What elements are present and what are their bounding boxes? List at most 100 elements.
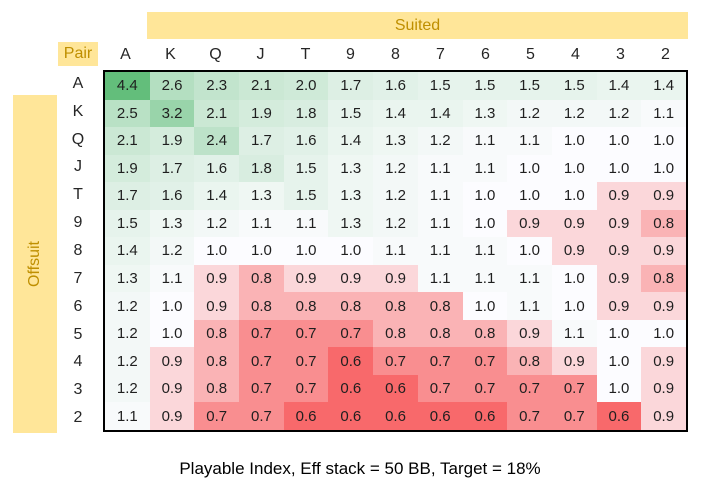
heatmap-cell-65: 1.1: [507, 292, 552, 320]
heatmap-cell-37: 0.7: [417, 374, 463, 403]
row-header-3: 3: [73, 381, 83, 399]
heatmap-cell-QQ: 2.4: [194, 127, 240, 155]
heatmap-cell-33: 1.0: [596, 374, 642, 403]
heatmap-cell-55: 0.9: [507, 319, 552, 348]
heatmap-cell-AK: 2.6: [149, 72, 195, 100]
heatmap-cell-94: 0.9: [551, 209, 597, 238]
row-header-7: 7: [73, 269, 83, 287]
col-header-A: A: [120, 46, 131, 63]
heatmap-cell-22: 0.9: [641, 402, 686, 430]
heatmap-cell-7A: 1.3: [105, 264, 150, 293]
heatmap-cell-27: 0.6: [417, 402, 463, 430]
col-header-8: 8: [391, 46, 400, 63]
suited-group-header: Suited: [147, 12, 688, 39]
heatmap-cell-T6: 1.0: [462, 182, 508, 210]
col-header-J: J: [256, 46, 265, 63]
heatmap-cell-AT: 2.0: [283, 72, 329, 100]
heatmap-cell-J8: 1.2: [373, 154, 418, 183]
heatmap-cell-88: 1.1: [373, 237, 418, 265]
heatmap-cell-QT: 1.6: [283, 127, 329, 155]
heatmap-cell-K6: 1.3: [462, 99, 508, 128]
col-header-Q: Q: [209, 46, 222, 63]
heatmap-cell-2T: 0.6: [283, 402, 329, 430]
heatmap-cell-AJ: 2.1: [239, 72, 284, 100]
heatmap-cell-72: 0.8: [641, 264, 686, 293]
heatmap-cell-9Q: 1.2: [194, 209, 240, 238]
heatmap-cell-39: 0.6: [328, 374, 374, 403]
heatmap-cell-2Q: 0.7: [194, 402, 240, 430]
heatmap-cell-74: 1.0: [551, 264, 597, 293]
heatmap-cell-92: 0.8: [641, 209, 686, 238]
heatmap-cell-Q7: 1.2: [417, 127, 463, 155]
heatmap-cell-QK: 1.9: [149, 127, 195, 155]
heatmap-cell-8J: 1.0: [239, 237, 284, 265]
heatmap-cell-67: 0.8: [417, 292, 463, 320]
heatmap-cell-JK: 1.7: [149, 154, 195, 183]
heatmap-cell-44: 0.9: [551, 347, 597, 375]
heatmap-cell-28: 0.6: [373, 402, 418, 430]
heatmap-cell-J7: 1.1: [417, 154, 463, 183]
col-header-5: 5: [526, 46, 535, 63]
heatmap-cell-3J: 0.7: [239, 374, 284, 403]
heatmap-cell-23: 0.6: [596, 402, 642, 430]
heatmap-cell-8K: 1.2: [149, 237, 195, 265]
heatmap-cell-9T: 1.1: [283, 209, 329, 238]
row-header-8: 8: [73, 241, 83, 259]
heatmap-cell-T5: 1.0: [507, 182, 552, 210]
heatmap-cell-Q5: 1.1: [507, 127, 552, 155]
heatmap-cell-J5: 1.0: [507, 154, 552, 183]
heatmap-cell-4T: 0.7: [283, 347, 329, 375]
heatmap-cell-3A: 1.2: [105, 374, 150, 403]
heatmap-cell-A9: 1.7: [328, 72, 374, 100]
heatmap-cell-3Q: 0.8: [194, 374, 240, 403]
row-header-Q: Q: [71, 130, 85, 148]
row-header-4: 4: [73, 353, 83, 371]
heatmap-cell-K5: 1.2: [507, 99, 552, 128]
column-headers: A K Q J T 9 8 7 6 5 4 3 2: [103, 42, 688, 68]
heatmap-cell-8A: 1.4: [105, 237, 150, 265]
heatmap-cell-58: 0.8: [373, 319, 418, 348]
offsuit-group-label: Offsuit: [26, 241, 44, 287]
heatmap-cell-J2: 1.0: [641, 154, 686, 183]
heatmap-cell-48: 0.7: [373, 347, 418, 375]
heatmap-cell-J6: 1.1: [462, 154, 508, 183]
heatmap-cell-AA: 4.4: [105, 72, 150, 100]
pair-label: Pair: [63, 45, 93, 62]
heatmap-cell-6Q: 0.9: [194, 292, 240, 320]
heatmap-cell-J9: 1.3: [328, 154, 374, 183]
heatmap-cell-J3: 1.0: [596, 154, 642, 183]
col-header-T: T: [300, 46, 311, 63]
heatmap-cell-KK: 3.2: [149, 99, 195, 128]
heatmap-cell-5J: 0.7: [239, 319, 284, 348]
heatmap-cell-25: 0.7: [507, 402, 552, 430]
row-header-6: 6: [73, 297, 83, 315]
heatmap-cell-32: 0.9: [641, 374, 686, 403]
heatmap-cell-K2: 1.1: [641, 99, 686, 128]
offsuit-group-header: Offsuit: [13, 95, 57, 433]
heatmap-cell-68: 0.8: [373, 292, 418, 320]
heatmap-cell-99: 1.3: [328, 209, 374, 238]
heatmap-cell-A7: 1.5: [417, 72, 463, 100]
heatmap-cell-3K: 0.9: [149, 374, 195, 403]
heatmap-cell-97: 1.1: [417, 209, 463, 238]
heatmap-cell-95: 0.9: [507, 209, 552, 238]
heatmap-cell-A4: 1.5: [551, 72, 597, 100]
heatmap-cell-38: 0.6: [373, 374, 418, 403]
heatmap-cell-TJ: 1.3: [239, 182, 284, 210]
row-header-T: T: [73, 186, 83, 204]
heatmap-cell-AQ: 2.3: [194, 72, 240, 100]
heatmap-cell-KA: 2.5: [105, 99, 150, 128]
heatmap-cell-4K: 0.9: [149, 347, 195, 375]
heatmap-cell-66: 1.0: [462, 292, 508, 320]
heatmap-cell-73: 0.9: [596, 264, 642, 293]
heatmap-cell-KQ: 2.1: [194, 99, 240, 128]
heatmap-cell-83: 0.9: [596, 237, 642, 265]
heatmap-cell-64: 1.0: [551, 292, 597, 320]
heatmap-cell-9K: 1.3: [149, 209, 195, 238]
heatmap-cell-Q2: 1.0: [641, 127, 686, 155]
heatmap-cell-2K: 0.9: [149, 402, 195, 430]
heatmap-cell-8Q: 1.0: [194, 237, 240, 265]
heatmap-cell-Q8: 1.3: [373, 127, 418, 155]
heatmap-cell-Q3: 1.0: [596, 127, 642, 155]
